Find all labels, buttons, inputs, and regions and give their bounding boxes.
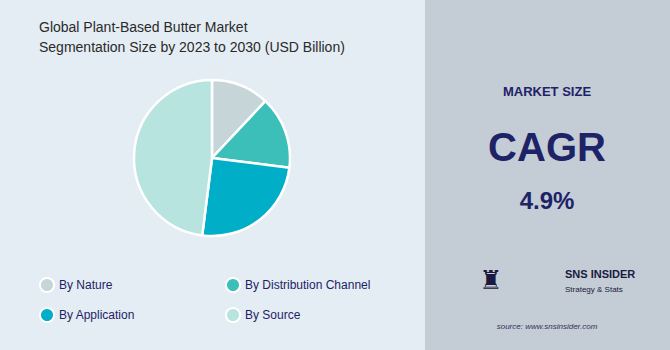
svg-text:♜: ♜ xyxy=(479,265,502,295)
svg-text:By Nature: By Nature xyxy=(59,278,113,292)
svg-text:source: www.snsinsider.com: source: www.snsinsider.com xyxy=(497,322,598,331)
svg-text:4.9%: 4.9% xyxy=(520,187,575,214)
svg-text:By Distribution Channel: By Distribution Channel xyxy=(245,278,370,292)
svg-text:SNS INSIDER: SNS INSIDER xyxy=(565,268,635,280)
svg-text:Global Plant-Based Butter Mark: Global Plant-Based Butter Market xyxy=(39,19,248,35)
svg-text:MARKET SIZE: MARKET SIZE xyxy=(503,84,591,99)
svg-text:By Application: By Application xyxy=(59,308,134,322)
svg-text:CAGR: CAGR xyxy=(488,125,606,169)
svg-text:By Source: By Source xyxy=(245,308,301,322)
svg-text:Strategy & Stats: Strategy & Stats xyxy=(565,285,623,294)
svg-text:Segmentation Size by 2023 to 2: Segmentation Size by 2023 to 2030 (USD B… xyxy=(39,39,345,55)
